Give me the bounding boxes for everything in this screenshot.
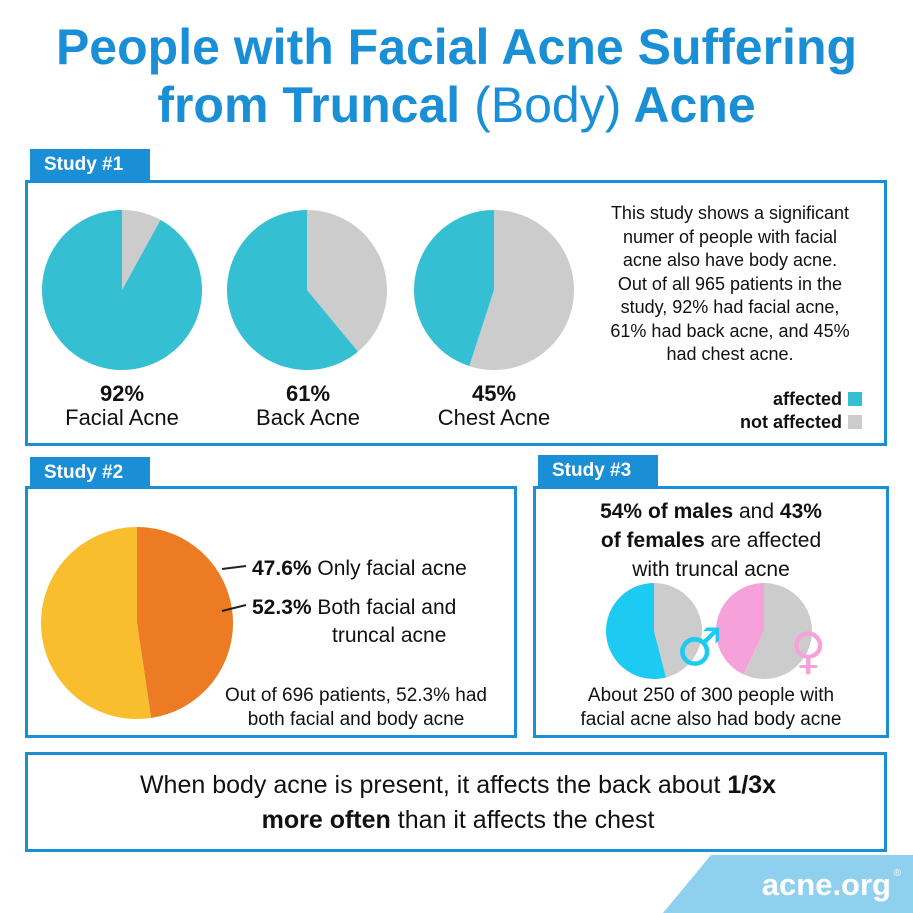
study2-tab: Study #2	[30, 457, 150, 489]
pie-label-facial: 92% Facial Acne	[42, 382, 202, 430]
desc-line: had chest acne.	[666, 344, 794, 364]
study2-label-both: 52.3% Both facial and truncal acne	[252, 594, 456, 650]
back-acne-affected-slice	[226, 210, 358, 371]
males-not-affected-slice	[654, 583, 703, 678]
legend-not-affected: not affected	[740, 411, 862, 433]
leader-line	[221, 604, 247, 612]
legend-affected-swatch	[848, 392, 862, 406]
study2-note-line: both facial and body acne	[247, 708, 465, 730]
study3-tab: Study #3	[538, 455, 658, 487]
females-pct: 43%	[779, 500, 822, 523]
both-text-2: truncal acne	[332, 624, 447, 647]
desc-line: numer of people with facial	[622, 226, 838, 247]
legend-not-affected-label: not affected	[739, 412, 842, 432]
footer-pre: When body acne is present, it affects th…	[139, 771, 721, 799]
truncal-text: with truncal acne	[632, 558, 790, 581]
title-line-2-end: Acne	[633, 77, 756, 133]
footer-bold-2: more often	[261, 806, 391, 834]
study3-heading: 54% of males and 43% of females are affe…	[536, 497, 886, 584]
males-pct: 54% of males	[600, 500, 734, 523]
footer-panel	[25, 752, 887, 852]
pie-label-back: 61% Back Acne	[228, 382, 388, 430]
leader-line	[221, 565, 247, 570]
study1-tab: Study #1	[30, 149, 150, 181]
females-text: of females	[600, 529, 705, 552]
affected-text: are affected	[710, 529, 822, 552]
legend: affected not affected	[700, 388, 862, 436]
chest-pct: 45%	[471, 381, 517, 406]
facial-acne-affected-slice	[41, 210, 202, 370]
both-pct: 52.3%	[252, 596, 312, 619]
legend-affected-label: affected	[772, 389, 842, 409]
study3-note: About 250 of 300 people with facial acne…	[536, 684, 886, 731]
only-facial-pct: 47.6%	[252, 557, 312, 580]
study1-description: This study shows a significant numer of …	[580, 202, 880, 367]
desc-line: 61% had back acne, and 45%	[610, 320, 850, 341]
legend-affected: affected	[773, 388, 862, 410]
pie-label-chest: 45% Chest Acne	[414, 382, 574, 430]
and-text: and	[739, 500, 775, 523]
study2-label-only-facial: 47.6% Only facial acne	[252, 555, 467, 583]
footer-bold-1: 1/3x	[727, 771, 777, 799]
only-facial-slice	[137, 527, 234, 718]
title-line-2: from Truncal (Body) Acne	[0, 76, 913, 134]
footer-post: than it affects the chest	[397, 806, 655, 834]
footer-statement: When body acne is present, it affects th…	[28, 768, 888, 838]
desc-line: study, 92% had facial acne,	[620, 297, 840, 317]
study2-note: Out of 696 patients, 52.3% had both faci…	[196, 684, 516, 731]
page-title: People with Facial Acne Suffering from T…	[0, 18, 913, 134]
back-name: Back Acne	[256, 405, 360, 430]
back-acne-not-affected-slice	[307, 210, 387, 352]
facial-pct: 92%	[99, 381, 145, 406]
males-affected-slice	[606, 583, 666, 679]
title-line-2-bold: from Truncal	[157, 77, 461, 133]
brand-banner	[663, 855, 913, 913]
facial-acne-not-affected-slice	[122, 210, 161, 290]
male-icon: ♂	[676, 618, 723, 678]
both-text-1: Both facial and	[317, 596, 457, 619]
facial-name: Facial Acne	[65, 405, 179, 430]
female-icon: ♀	[790, 622, 827, 680]
title-line-1: People with Facial Acne Suffering	[55, 19, 858, 75]
title-line-2-light: (Body)	[474, 77, 622, 133]
brand-registered: ®	[893, 868, 901, 879]
chest-name: Chest Acne	[437, 405, 551, 430]
chest-acne-not-affected-slice	[469, 210, 574, 370]
legend-not-affected-swatch	[848, 415, 862, 429]
females-not-affected-slice	[743, 583, 812, 679]
study2-note-line: Out of 696 patients, 52.3% had	[225, 685, 487, 706]
chest-acne-affected-slice	[413, 210, 494, 367]
only-facial-text: Only facial acne	[317, 557, 467, 580]
study3-note-line: facial acne also had body acne	[580, 708, 842, 730]
desc-line: Out of all 965 patients in the	[617, 273, 843, 294]
back-pct: 61%	[285, 381, 331, 406]
brand-logo[interactable]: acne.org	[761, 867, 891, 902]
both-facial-truncal-slice	[41, 527, 152, 719]
study3-note-line: About 250 of 300 people with	[587, 685, 835, 706]
desc-line: This study shows a significant	[610, 203, 850, 223]
desc-line: acne also have body acne.	[622, 250, 838, 270]
females-affected-slice	[716, 583, 764, 675]
study3-panel	[533, 486, 889, 738]
